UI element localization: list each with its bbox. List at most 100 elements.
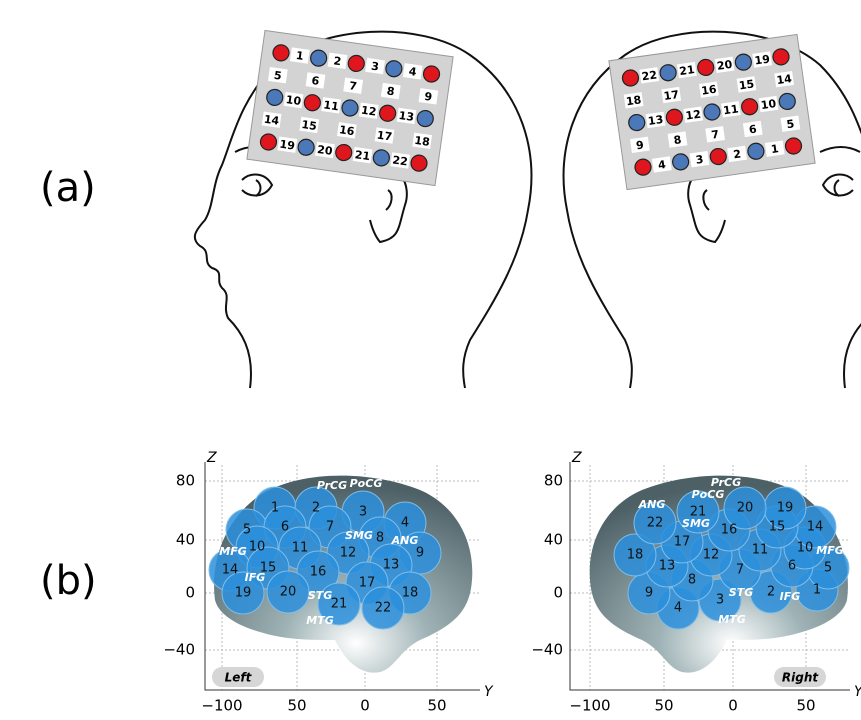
hemisphere-label: Left <box>225 671 253 685</box>
z-tick-label: 80 <box>176 472 195 490</box>
channel-number: 16 <box>700 83 717 98</box>
y-tick-label: 50 <box>796 697 815 715</box>
channel-number: 13 <box>659 559 676 574</box>
region-label: MTG <box>306 614 333 627</box>
channel-number: 2 <box>312 501 320 516</box>
channel-number: 13 <box>383 558 400 573</box>
panel-label: (b) <box>40 558 97 604</box>
channel-number: 5 <box>243 523 251 538</box>
channel-number: 8 <box>376 531 384 546</box>
axis-label: Y <box>484 684 494 700</box>
channel-number: 14 <box>222 563 239 578</box>
channel-number: 8 <box>688 573 696 588</box>
channel-number: 21 <box>354 148 371 163</box>
channel-number: 22 <box>647 516 664 531</box>
z-tick-label: −40 <box>163 641 195 659</box>
channel-number: 6 <box>788 559 796 574</box>
channel-number: 14 <box>263 113 280 128</box>
z-tick-label: −40 <box>531 641 563 659</box>
channel-number: 9 <box>416 546 424 561</box>
region-label: MFG <box>219 545 247 558</box>
channel-number: 18 <box>627 548 644 563</box>
channel-number: 17 <box>359 576 376 591</box>
z-tick-label: 0 <box>185 584 195 602</box>
region-label: MTG <box>718 613 745 626</box>
z-tick-label: 40 <box>176 531 195 549</box>
channel-number: 12 <box>340 546 357 561</box>
y-tick-label: 50 <box>427 697 446 715</box>
region-label: IFG <box>780 590 801 603</box>
y-tick-label: 0 <box>728 697 738 715</box>
channel-number: 19 <box>235 586 252 601</box>
channel-number: 10 <box>285 93 302 108</box>
z-tick-label: 0 <box>553 584 563 602</box>
channel-number: 10 <box>249 540 266 555</box>
channel-number: 16 <box>310 565 327 580</box>
channel-number: 4 <box>401 516 409 531</box>
figure: (a) (b) 12345678910111213141516171819202… <box>0 0 861 720</box>
channel-number: 22 <box>375 601 392 616</box>
region-label: PoCG <box>692 488 725 501</box>
channel-number: 10 <box>797 541 814 556</box>
channel-number: 20 <box>280 585 297 600</box>
y-tick-label: −100 <box>569 697 610 715</box>
channel-number: 19 <box>754 52 771 67</box>
brain-plot: 80400−40−10050050ZY123456789101112131415… <box>163 450 494 715</box>
channel-number: 11 <box>722 102 739 117</box>
region-label: SMG <box>682 517 710 530</box>
channel-number: 12 <box>703 548 720 563</box>
channel-number: 22 <box>641 68 658 83</box>
channel-number: 20 <box>316 143 333 158</box>
channel-number: 13 <box>398 109 415 124</box>
y-tick-label: 0 <box>360 697 370 715</box>
region-label: ANG <box>391 534 419 547</box>
region-label: STG <box>308 589 332 602</box>
channel-number: 11 <box>292 541 309 556</box>
channel-number: 5 <box>824 561 832 576</box>
probe-patch: 12345678910111213141516171819202122 <box>247 30 453 185</box>
region-label: STG <box>729 586 753 599</box>
channel-number: 12 <box>360 104 377 119</box>
channel-number: 13 <box>647 113 664 128</box>
channel-number: 12 <box>685 108 702 123</box>
channel-number: 14 <box>807 520 824 535</box>
channel-number: 16 <box>338 123 355 138</box>
channel-number: 10 <box>760 97 777 112</box>
channel-number: 7 <box>326 520 334 535</box>
panel-label: (a) <box>40 165 96 211</box>
channel-number: 16 <box>721 523 738 538</box>
channel-number: 20 <box>716 58 733 73</box>
hemisphere-label: Right <box>782 671 819 685</box>
channel-number: 6 <box>281 520 289 535</box>
z-tick-label: 40 <box>544 531 563 549</box>
region-label: PoCG <box>350 477 383 490</box>
channel-number: 20 <box>737 501 754 516</box>
channel-number: 2 <box>767 585 775 600</box>
channel-number: 14 <box>776 72 793 87</box>
channel-number: 9 <box>645 586 653 601</box>
channel-number: 7 <box>736 563 744 578</box>
y-tick-label: 50 <box>287 697 306 715</box>
channel-number: 18 <box>625 93 642 108</box>
channel-number: 21 <box>679 63 696 78</box>
channel-number: 17 <box>663 88 680 103</box>
region-label: PrCG <box>317 479 347 492</box>
channel-number: 21 <box>331 597 348 612</box>
region-label: IFG <box>245 571 266 584</box>
region-label: MFG <box>816 544 844 557</box>
channel-number: 18 <box>402 586 419 601</box>
axis-label: Z <box>571 450 582 466</box>
y-tick-label: 50 <box>654 697 673 715</box>
channel-number: 4 <box>674 601 682 616</box>
axis-label: Z <box>206 450 217 466</box>
channel-number: 19 <box>279 138 296 153</box>
brain-plot: 80400−40−10050050ZY123456789101112131415… <box>531 450 861 715</box>
channel-number: 17 <box>674 535 691 550</box>
axis-label: Y <box>854 684 861 700</box>
channel-number: 1 <box>813 583 821 598</box>
channel-number: 22 <box>392 153 409 168</box>
z-tick-label: 80 <box>544 472 563 490</box>
channel-number: 15 <box>301 118 318 133</box>
channel-number: 19 <box>777 501 794 516</box>
